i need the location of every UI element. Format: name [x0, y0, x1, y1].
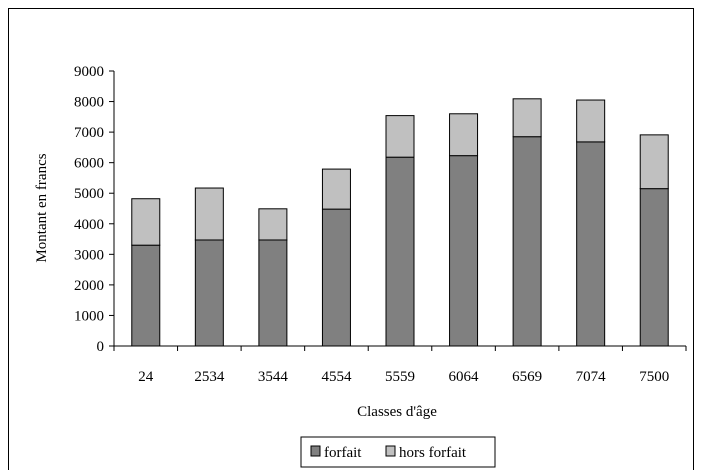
bar-segment-hors-forfait: [639, 134, 669, 190]
x-tick-label: 4554: [321, 369, 352, 385]
bar-segment-forfait: [449, 155, 479, 347]
bar-segment-hors-forfait: [385, 115, 415, 158]
legend-swatch-hors-forfait: [385, 445, 396, 457]
bar-segment-hors-forfait: [131, 198, 161, 246]
x-ticks-group: 24 2534 3544 4554 5559 6064 6569 7074 7500: [113, 346, 687, 385]
bar-segment-forfait: [576, 141, 606, 347]
y-tick-label: 0: [97, 339, 105, 355]
y-tick-label: 1000: [74, 308, 104, 324]
bar-segment-forfait: [639, 188, 669, 347]
bar-segment-hors-forfait: [258, 208, 288, 241]
chart-frame: [8, 8, 694, 470]
legend-box: [300, 436, 496, 468]
y-tick-label: 2000: [74, 278, 104, 294]
x-tick-label: 7500: [639, 369, 669, 385]
y-tick-label: 8000: [74, 95, 104, 111]
bar-segment-forfait: [131, 244, 161, 347]
y-tick-label: 7000: [74, 125, 104, 141]
bar-segment-hors-forfait: [449, 113, 479, 157]
bar-segment-forfait: [321, 208, 351, 347]
x-tick-label: 6569: [512, 369, 542, 385]
x-tick-label: 6064: [449, 369, 480, 385]
x-tick-label: 2534: [194, 369, 225, 385]
x-tick-label: 5559: [385, 369, 415, 385]
legend-label-forfait: forfait: [324, 445, 362, 461]
x-axis-title: Classes d'âge: [357, 404, 437, 420]
y-tick-label: 9000: [74, 64, 104, 80]
y-tick-label: 5000: [74, 186, 104, 202]
bars-group: [131, 98, 669, 347]
bar-segment-forfait: [512, 136, 542, 347]
bar-segment-hors-forfait: [194, 187, 224, 241]
legend-swatch-forfait: [310, 445, 321, 457]
y-tick-label: 4000: [74, 217, 104, 233]
legend: forfait hors forfait: [300, 436, 496, 468]
y-axis-title: Montant en francs: [34, 153, 50, 262]
bar-segment-forfait: [194, 239, 224, 347]
y-ticks-group: 0 1000 2000 3000 4000 5000 6000 7000 8000 9000: [74, 64, 114, 355]
legend-label-hors-forfait: hors forfait: [399, 445, 467, 461]
bar-segment-forfait: [258, 239, 288, 347]
x-tick-label: 7074: [576, 369, 607, 385]
bar-segment-forfait: [385, 156, 415, 347]
bar-segment-hors-forfait: [576, 99, 606, 143]
y-tick-label: 3000: [74, 247, 104, 263]
bar-segment-hors-forfait: [512, 98, 542, 138]
x-tick-label: 3544: [258, 369, 289, 385]
bar-segment-hors-forfait: [321, 168, 351, 210]
y-tick-label: 6000: [74, 156, 104, 172]
x-tick-label: 24: [138, 369, 154, 385]
